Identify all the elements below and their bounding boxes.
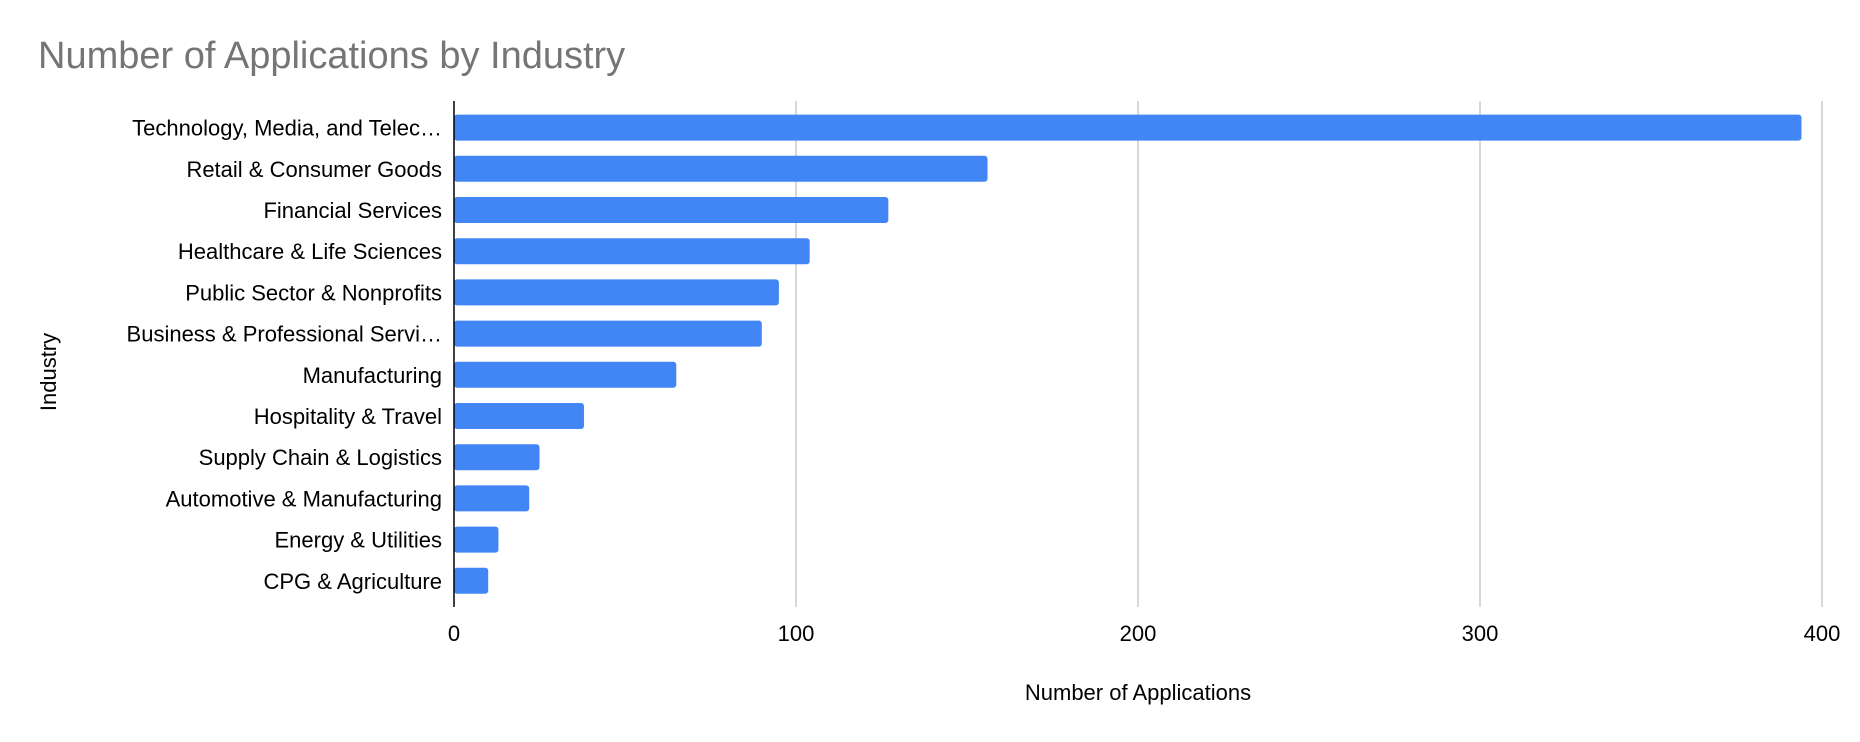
bar [454, 403, 584, 429]
bars [454, 114, 1802, 594]
category-label: Retail & Consumer Goods [186, 157, 442, 182]
x-tick-labels: 0 100 200 300 400 [448, 621, 1840, 646]
bar [454, 485, 530, 512]
x-tick-label: 400 [1804, 621, 1841, 646]
bar [454, 114, 1802, 141]
bar [454, 444, 540, 471]
category-label: Public Sector & Nonprofits [185, 280, 442, 305]
bar [454, 279, 779, 306]
chart-title: Number of Applications by Industry [38, 35, 625, 77]
bar [454, 567, 489, 594]
category-label: Energy & Utilities [274, 528, 442, 553]
category-label: Financial Services [263, 198, 442, 223]
category-label: Healthcare & Life Sciences [178, 239, 442, 264]
bar [454, 320, 762, 347]
gridlines [795, 101, 1823, 607]
category-label: Automotive & Manufacturing [166, 486, 442, 511]
bar [454, 155, 988, 182]
bar [454, 197, 889, 223]
category-label: CPG & Agriculture [263, 569, 442, 594]
x-tick-label: 200 [1120, 621, 1157, 646]
bar [454, 526, 499, 553]
bar [454, 361, 677, 388]
x-tick-label: 0 [448, 621, 460, 646]
category-label: Hospitality & Travel [254, 404, 442, 429]
bar [454, 238, 810, 265]
x-tick-label: 300 [1462, 621, 1499, 646]
x-tick-label: 100 [778, 621, 815, 646]
x-axis-title: Number of Applications [1025, 680, 1251, 705]
category-label: Technology, Media, and Telec… [132, 116, 442, 141]
category-label: Supply Chain & Logistics [199, 445, 442, 470]
y-axis-title: Industry [36, 333, 61, 411]
category-label: Business & Professional Servi… [127, 322, 442, 347]
category-label: Manufacturing [303, 363, 442, 388]
category-labels: Technology, Media, and Telec… Retail & Co… [127, 116, 442, 594]
